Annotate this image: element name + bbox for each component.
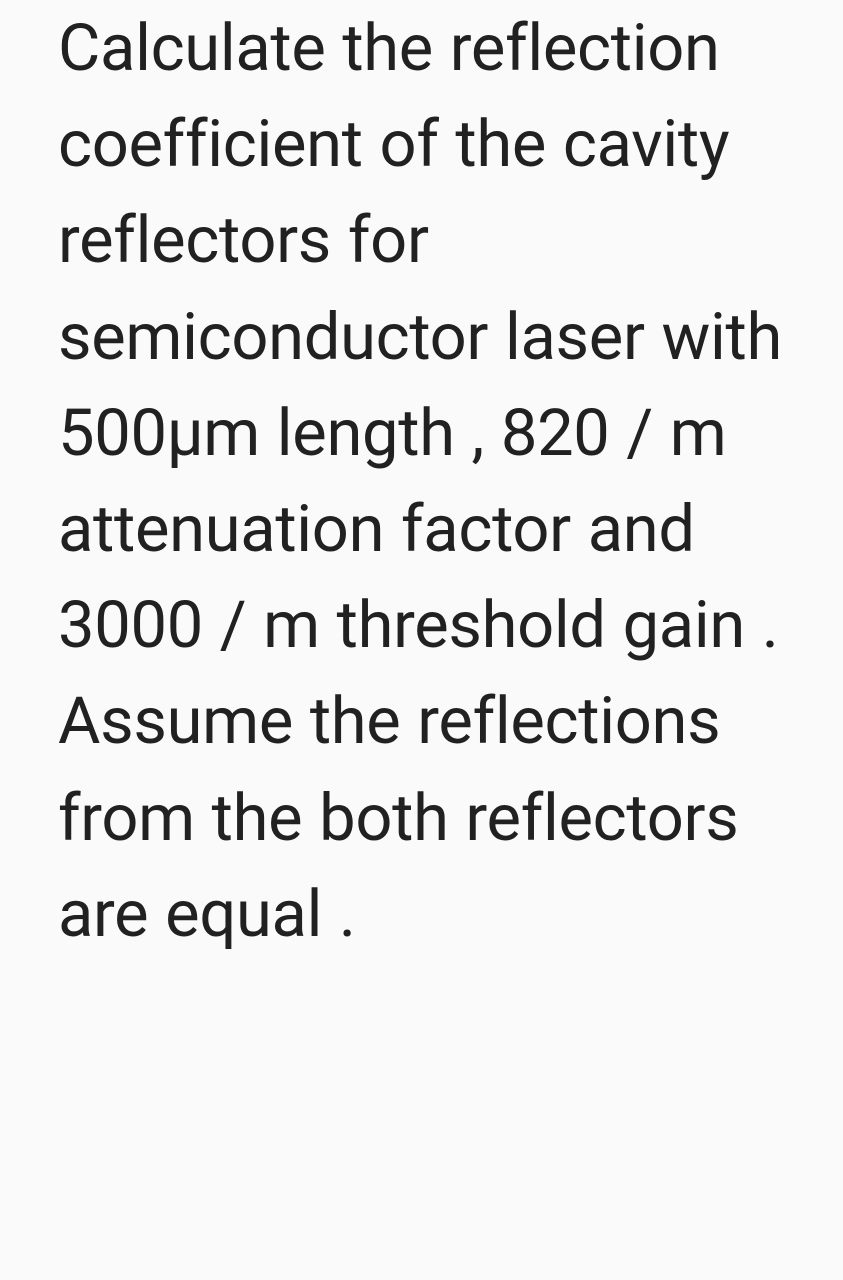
question-text: Calculate the reflection coefficient of … xyxy=(58,0,793,962)
question-container: Calculate the reflection coefficient of … xyxy=(0,0,843,1280)
